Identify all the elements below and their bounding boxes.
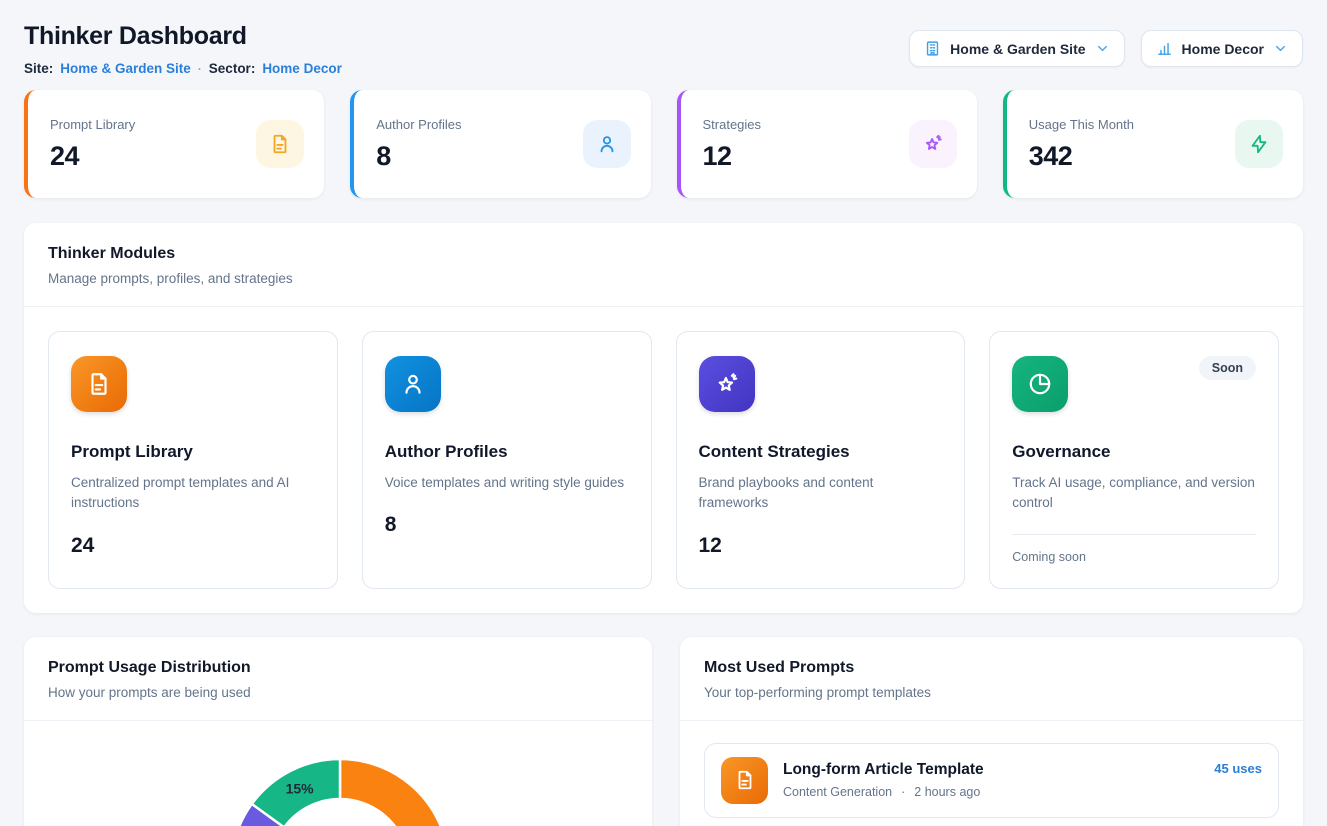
soon-badge: Soon (1199, 356, 1256, 380)
document-icon (721, 757, 768, 804)
donut-chart-svg: 15% (24, 721, 652, 826)
module-card-governance[interactable]: Soon Governance Track AI usage, complian… (989, 331, 1279, 589)
sector-selector-label: Home Decor (1182, 41, 1264, 57)
stat-text: Prompt Library 24 (50, 117, 135, 172)
sparkle-icon (909, 120, 957, 168)
breadcrumb: Site: Home & Garden Site · Sector: Home … (24, 61, 342, 76)
sector-selector-dropdown[interactable]: Home Decor (1141, 30, 1303, 67)
stat-card-prompt-library[interactable]: Prompt Library 24 (24, 90, 324, 198)
building-icon (924, 40, 941, 57)
modules-grid: Prompt Library Centralized prompt templa… (24, 307, 1303, 613)
site-selector-label: Home & Garden Site (950, 41, 1085, 57)
site-label: Site: (24, 61, 53, 76)
module-description: Centralized prompt templates and AI inst… (71, 473, 315, 514)
module-title: Prompt Library (71, 442, 315, 462)
coming-soon-text: Coming soon (1012, 550, 1256, 564)
stat-value: 24 (50, 141, 135, 172)
header-actions: Home & Garden Site Home Decor (909, 30, 1303, 67)
stat-label: Author Profiles (376, 117, 461, 132)
stat-card-strategies[interactable]: Strategies 12 (677, 90, 977, 198)
module-card-prompt-library[interactable]: Prompt Library Centralized prompt templa… (48, 331, 338, 589)
module-card-content-strategies[interactable]: Content Strategies Brand playbooks and c… (676, 331, 966, 589)
stat-value: 342 (1029, 141, 1134, 172)
dashboard-page: Thinker Dashboard Site: Home & Garden Si… (0, 0, 1327, 826)
prompt-list-item[interactable]: Long-form Article Template Content Gener… (704, 743, 1279, 818)
prompts-panel-header: Most Used Prompts Your top-performing pr… (680, 637, 1303, 721)
thinker-modules-panel: Thinker Modules Manage prompts, profiles… (24, 223, 1303, 613)
module-description: Track AI usage, compliance, and version … (1012, 473, 1256, 514)
bottom-row: Prompt Usage Distribution How your promp… (24, 637, 1303, 826)
module-count: 12 (699, 534, 943, 558)
page-title: Thinker Dashboard (24, 22, 342, 51)
prompts-subtitle: Your top-performing prompt templates (704, 685, 1279, 700)
stat-card-author-profiles[interactable]: Author Profiles 8 (350, 90, 650, 198)
prompt-uses-badge: 45 uses (1214, 761, 1262, 776)
stat-label: Prompt Library (50, 117, 135, 132)
chevron-down-icon (1273, 41, 1288, 56)
page-header: Thinker Dashboard Site: Home & Garden Si… (24, 22, 1303, 76)
prompt-item-title: Long-form Article Template (783, 761, 1199, 779)
most-used-prompts-panel: Most Used Prompts Your top-performing pr… (680, 637, 1303, 826)
user-icon-glyph (596, 133, 618, 155)
module-count: 24 (71, 534, 315, 558)
stat-label: Strategies (703, 117, 762, 132)
usage-distribution-panel: Prompt Usage Distribution How your promp… (24, 637, 652, 826)
module-title: Content Strategies (699, 442, 943, 462)
header-titles: Thinker Dashboard Site: Home & Garden Si… (24, 22, 342, 76)
stat-label: Usage This Month (1029, 117, 1134, 132)
pie-chart-icon (1012, 356, 1068, 412)
separator-dot: · (198, 62, 202, 76)
sparkle-icon (699, 356, 755, 412)
sparkle-icon-glyph (922, 133, 944, 155)
sector-link[interactable]: Home Decor (262, 61, 342, 76)
user-icon (385, 356, 441, 412)
module-title: Author Profiles (385, 442, 629, 462)
usage-chart-title: Prompt Usage Distribution (48, 659, 628, 677)
prompt-list: Long-form Article Template Content Gener… (680, 721, 1303, 826)
donut-segment-label: 15% (286, 780, 315, 796)
donut-segment (340, 758, 449, 826)
stat-text: Strategies 12 (703, 117, 762, 172)
prompt-item-text: Long-form Article Template Content Gener… (783, 761, 1199, 799)
document-icon (256, 120, 304, 168)
stat-text: Author Profiles 8 (376, 117, 461, 172)
prompt-time: 2 hours ago (914, 785, 980, 799)
bar-chart-icon (1156, 40, 1173, 57)
stats-row: Prompt Library 24 Author Profiles 8 (24, 90, 1303, 198)
module-description: Brand playbooks and content frameworks (699, 473, 943, 514)
divider (1012, 534, 1256, 535)
prompts-title: Most Used Prompts (704, 659, 1279, 677)
site-link[interactable]: Home & Garden Site (60, 61, 191, 76)
user-icon (583, 120, 631, 168)
module-description: Voice templates and writing style guides (385, 473, 629, 493)
stat-card-usage[interactable]: Usage This Month 342 (1003, 90, 1303, 198)
chevron-down-icon (1095, 41, 1110, 56)
document-icon-glyph (269, 133, 291, 155)
modules-panel-header: Thinker Modules Manage prompts, profiles… (24, 223, 1303, 307)
stat-value: 8 (376, 141, 461, 172)
site-selector-dropdown[interactable]: Home & Garden Site (909, 30, 1124, 67)
stat-text: Usage This Month 342 (1029, 117, 1134, 172)
modules-title: Thinker Modules (48, 245, 1279, 263)
separator-dot: · (901, 785, 905, 799)
usage-chart-subtitle: How your prompts are being used (48, 685, 628, 700)
lightning-icon-glyph (1248, 133, 1270, 155)
prompt-category: Content Generation (783, 785, 892, 799)
document-icon (71, 356, 127, 412)
module-card-author-profiles[interactable]: Author Profiles Voice templates and writ… (362, 331, 652, 589)
module-title: Governance (1012, 442, 1256, 462)
stat-value: 12 (703, 141, 762, 172)
prompt-item-meta: Content Generation · 2 hours ago (783, 785, 1199, 799)
sector-label: Sector: (209, 61, 256, 76)
donut-chart: 15% (24, 721, 652, 826)
usage-panel-header: Prompt Usage Distribution How your promp… (24, 637, 652, 721)
lightning-icon (1235, 120, 1283, 168)
module-count: 8 (385, 513, 629, 537)
modules-subtitle: Manage prompts, profiles, and strategies (48, 271, 1279, 286)
